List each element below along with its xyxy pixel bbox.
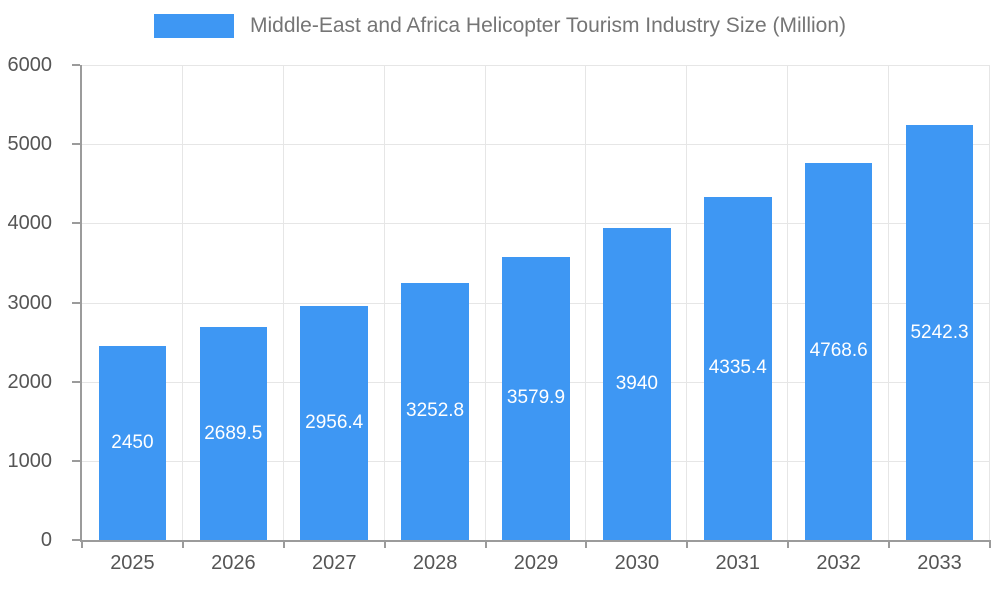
bar-value-label: 5242.3 [910,321,969,343]
y-axis-tick [72,380,80,383]
bar[interactable]: 4335.4 [703,196,772,540]
y-axis-tick [72,459,80,462]
gridline-horizontal [82,223,990,225]
gridline-vertical [282,65,284,540]
x-axis-tick [282,540,285,548]
x-axis-tick [888,540,891,548]
bar[interactable]: 2956.4 [300,305,368,540]
bar-value-label: 3252.8 [406,400,465,422]
gridline-vertical [686,65,688,540]
y-axis: 0 1000 2000 3000 4000 5000 6000 [0,55,68,550]
bar[interactable]: 3252.8 [401,282,469,540]
bar-value-label: 2956.4 [305,411,364,433]
chart-title: Middle-East and Africa Helicopter Touris… [250,14,846,37]
bar-slot: 3579.9 [486,65,587,540]
gridline-vertical [989,65,990,540]
bar-slot: 2956.4 [284,65,385,540]
bar[interactable]: 3940 [603,228,671,540]
bar-slot: 4335.4 [687,65,788,540]
y-axis-tick [72,539,80,541]
gridline-vertical [383,65,385,540]
x-axis-tick [686,540,689,548]
x-axis-tick-label: 2033 [917,552,962,574]
gridline-vertical [181,65,183,540]
x-axis: 2025 2026 2027 2028 2029 2030 2031 2032 2033 [82,552,990,592]
x-axis-tick-label: 2029 [513,552,559,574]
x-axis-tick-label: 2028 [412,552,458,574]
y-axis-tick [72,301,80,304]
y-axis-tick-label: 3000 [7,291,53,314]
bar-value-label: 2450 [111,432,154,454]
y-axis-tick-label: 0 [40,529,52,551]
bar-slot: 2689.5 [183,65,284,540]
y-axis-tick-label: 5000 [7,133,53,156]
x-axis-tick-label: 2025 [110,552,155,574]
bar-value-label: 3940 [615,373,658,395]
bar-slot: 5242.3 [889,65,990,540]
bar-slot: 4768.6 [788,65,889,540]
x-axis-tick [989,540,991,548]
bar[interactable]: 2450 [98,346,167,540]
y-axis-tick-label: 6000 [7,54,53,76]
x-axis-tick [585,540,588,548]
y-axis-tick-label: 4000 [7,212,53,235]
y-axis-tick [72,222,80,225]
bar[interactable]: 3579.9 [502,256,570,540]
plot-area: 2450 2689.5 2956.4 3252.8 3579.9 3940 4335.4 47… [72,64,991,548]
y-axis-tick-label: 2000 [7,370,53,393]
bar-value-label: 4335.4 [708,357,767,379]
bar-slot: 2450 [82,65,183,540]
y-axis-tick [72,143,80,146]
bar-value-label: 4768.6 [809,340,868,362]
gridline-vertical [787,65,789,540]
y-axis-tick [72,64,80,66]
gridline-vertical [888,65,890,540]
x-axis-tick-label: 2031 [715,552,761,574]
legend[interactable]: Middle-East and Africa Helicopter Touris… [0,14,1000,38]
x-axis-tick [383,540,386,548]
bar-value-label: 3579.9 [506,387,566,409]
x-axis-tick [181,540,184,548]
x-axis-tick [484,540,487,548]
bar[interactable]: 5242.3 [905,125,974,540]
gridline-horizontal [82,65,990,66]
y-axis-tick-label: 1000 [7,449,53,472]
x-axis-tick [787,540,790,548]
x-axis-tick-label: 2032 [816,552,861,574]
gridline-horizontal [82,144,990,146]
x-axis-tick [81,540,83,548]
x-axis-tick-label: 2027 [311,552,357,574]
bar-slot: 3252.8 [385,65,486,540]
bar[interactable]: 4768.6 [804,162,873,540]
bar-slot: 3940 [586,65,687,540]
x-axis-tick-label: 2030 [614,552,660,574]
legend-swatch [154,14,234,38]
gridline-vertical [585,65,587,540]
x-axis-tick-label: 2026 [211,552,256,574]
bar[interactable]: 2689.5 [199,327,268,540]
gridline-vertical [484,65,486,540]
bar-value-label: 2689.5 [204,422,263,444]
